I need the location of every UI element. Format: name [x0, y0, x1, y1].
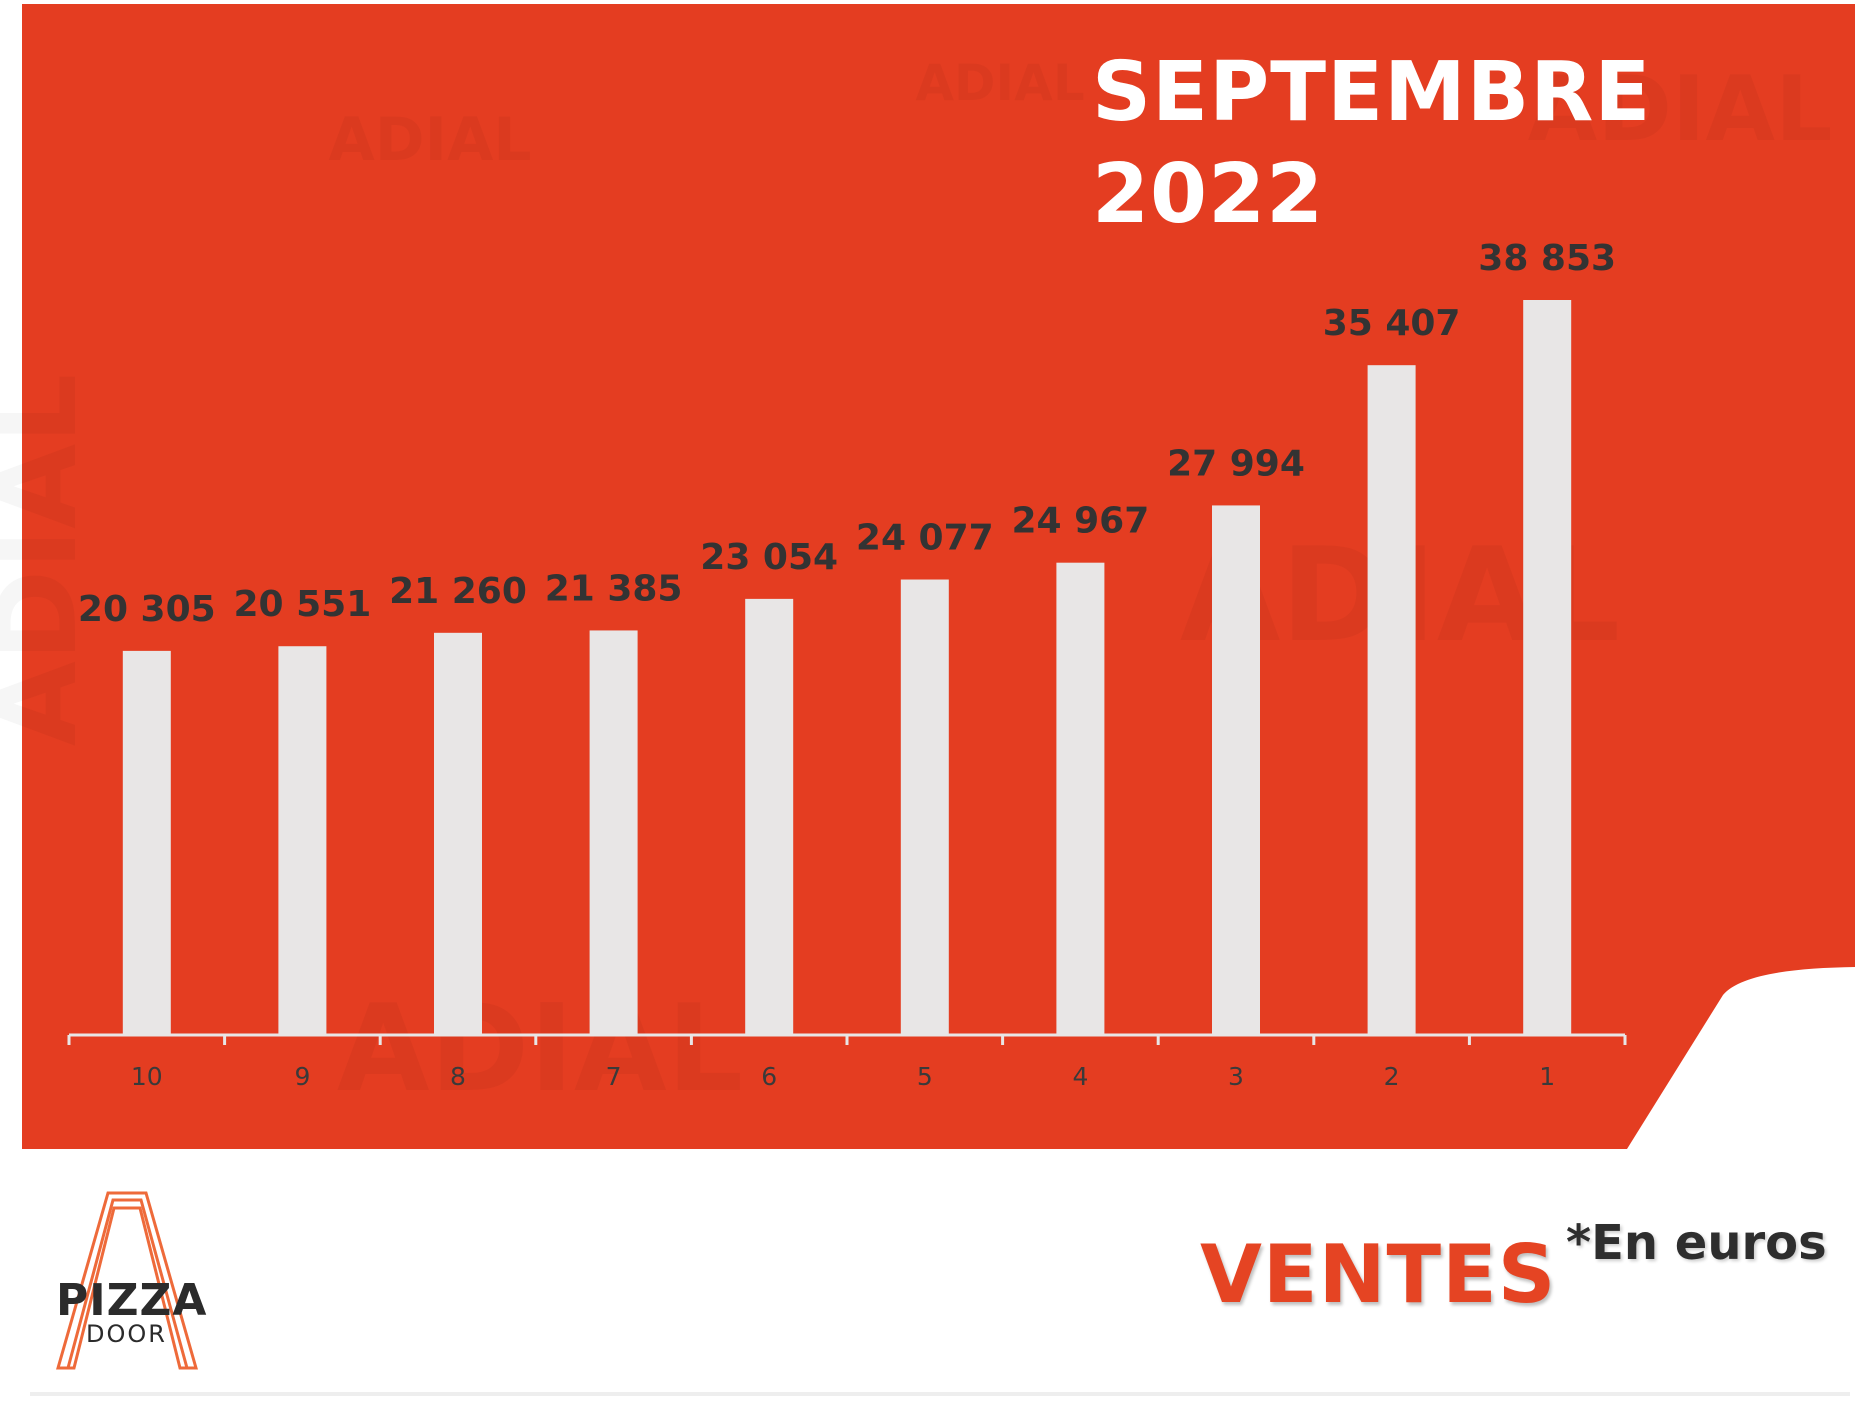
bar [745, 598, 794, 1035]
bar [589, 630, 638, 1035]
unit-note: *En euros [1566, 1215, 1827, 1271]
x-tick-label: 3 [1228, 1062, 1244, 1091]
watermark: ADIAL [337, 980, 743, 1119]
value-label: 20 305 [78, 589, 216, 630]
x-tick-label: 1 [1539, 1062, 1555, 1091]
value-label: 24 077 [856, 518, 994, 559]
x-tick-label: 6 [761, 1062, 777, 1091]
bar [1056, 562, 1105, 1035]
logo-mark [56, 1191, 198, 1370]
x-tick-label: 7 [606, 1062, 622, 1091]
logo-name: PIZZA [56, 1275, 208, 1326]
bar [1367, 365, 1416, 1035]
bar [1212, 505, 1260, 1035]
bar [122, 650, 171, 1035]
bar [900, 579, 949, 1035]
x-tick-label: 9 [294, 1062, 310, 1091]
x-tick-label: 8 [450, 1062, 466, 1091]
watermark: ADIAL [0, 374, 101, 747]
logo-sub: DOOR [86, 1320, 167, 1348]
value-label: 38 853 [1478, 238, 1616, 279]
x-tick-label: 5 [917, 1062, 933, 1091]
x-tick-label: 2 [1384, 1062, 1400, 1091]
value-label: 21 260 [389, 571, 527, 612]
value-label: 35 407 [1323, 303, 1461, 344]
chart-title: SEPTEMBRE 2022 [1092, 45, 1652, 242]
value-label: 21 385 [545, 568, 683, 609]
value-label: 27 994 [1167, 443, 1305, 484]
footer-heading: VENTES [1200, 1228, 1557, 1321]
value-label: 20 551 [234, 584, 372, 625]
x-tick-label: 10 [131, 1062, 163, 1091]
bar [278, 646, 327, 1035]
value-label: 23 054 [700, 537, 838, 578]
bar [434, 632, 482, 1035]
watermark: ADIAL [328, 105, 531, 175]
value-label: 24 967 [1012, 501, 1150, 542]
x-tick-label: 4 [1072, 1062, 1088, 1091]
bar [1523, 300, 1572, 1035]
watermark: ADIAL [915, 54, 1084, 112]
